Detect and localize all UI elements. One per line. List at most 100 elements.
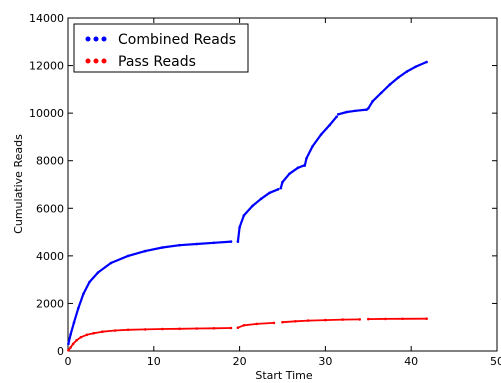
data-point [195, 327, 198, 330]
data-point [371, 100, 374, 103]
series-segment [367, 60, 428, 110]
series-combined-reads [67, 60, 428, 346]
data-point [109, 261, 113, 265]
y-tick-label: 0 [57, 345, 64, 358]
data-point [425, 60, 428, 64]
data-point [335, 115, 338, 118]
legend-marker [93, 36, 99, 42]
data-point [96, 271, 100, 274]
legend-box [73, 23, 249, 73]
x-tick-label: 30 [318, 355, 332, 368]
data-point [414, 65, 417, 69]
data-point [195, 242, 198, 246]
data-point [251, 204, 254, 208]
data-point [379, 91, 383, 95]
series-segment [303, 115, 338, 167]
series-segment [337, 108, 368, 116]
data-point [345, 110, 349, 114]
data-point [303, 164, 307, 167]
legend-label: Combined Reads [118, 32, 236, 48]
legend-label: Pass Reads [118, 54, 196, 70]
y-tick-label: 4000 [36, 250, 64, 263]
data-point [126, 328, 130, 332]
data-point [67, 349, 70, 352]
x-axis-title-group: Start Time [255, 369, 313, 382]
plot-area: 0 10 20 30 40 50 0 2000 4000 6000 8000 10000 12000 14… [29, 12, 501, 368]
data-point [272, 321, 276, 325]
data-point [242, 214, 246, 217]
data-point [69, 346, 72, 349]
x-tick-label: 10 [147, 355, 161, 368]
data-point [328, 123, 332, 127]
data-point [72, 321, 76, 324]
data-point [276, 188, 280, 191]
series-segment [279, 164, 306, 190]
data-point [281, 180, 284, 184]
y-axis-title: Cumulative Reads [12, 134, 25, 234]
data-point [178, 327, 181, 331]
data-point [143, 249, 147, 253]
data-point [367, 107, 370, 110]
data-point [79, 335, 83, 339]
y-tick-label: 2000 [36, 297, 64, 310]
series-segment [67, 327, 232, 352]
series-segment [237, 322, 275, 329]
data-point [397, 76, 400, 79]
data-point [238, 226, 241, 229]
data-point [405, 70, 409, 73]
data-point [324, 318, 327, 322]
data-point [75, 339, 78, 342]
y-tick-label: 8000 [36, 155, 64, 168]
legend-marker [93, 58, 99, 64]
plot-frame [67, 17, 498, 352]
data-point [281, 320, 284, 324]
x-axis-title: Start Time [255, 369, 313, 382]
data-point [126, 254, 130, 258]
y-tick-label: 14000 [29, 12, 64, 25]
data-point [358, 318, 362, 321]
legend-marker [85, 58, 91, 64]
data-point [92, 331, 95, 335]
data-point [77, 306, 80, 310]
data-point [296, 166, 300, 170]
data-point [161, 246, 164, 249]
data-point [113, 329, 117, 332]
data-point [311, 145, 314, 148]
data-point [384, 317, 387, 321]
data-point [279, 186, 283, 190]
x-tick-label: 50 [490, 355, 501, 368]
series-segment [281, 318, 361, 324]
data-point [143, 328, 147, 331]
data-point [85, 333, 89, 337]
data-point [306, 319, 310, 322]
x-tick-label: 0 [65, 355, 72, 368]
y-tick-label: 12000 [29, 60, 64, 73]
legend-marker [101, 36, 107, 42]
data-point [67, 342, 70, 346]
data-point [425, 317, 428, 321]
data-point [178, 243, 181, 247]
data-point [354, 109, 357, 113]
data-point [69, 333, 72, 336]
data-point [229, 326, 233, 330]
data-point [341, 318, 344, 321]
data-point [388, 83, 392, 86]
series-pass-reads [67, 317, 428, 352]
data-point [229, 240, 233, 243]
data-point [255, 322, 259, 326]
data-point [236, 326, 240, 330]
data-point [319, 133, 323, 136]
legend: Combined Reads Pass Reads [73, 23, 249, 73]
data-point [71, 342, 75, 346]
data-point [161, 327, 164, 331]
data-point [212, 327, 216, 330]
data-point [367, 317, 370, 321]
data-point [337, 113, 340, 116]
data-point [82, 292, 85, 296]
y-tick-label: 6000 [36, 202, 64, 215]
data-point [236, 240, 240, 243]
y-axis-title-group: Cumulative Reads [12, 134, 25, 234]
data-point [305, 157, 308, 160]
data-point [212, 241, 216, 245]
